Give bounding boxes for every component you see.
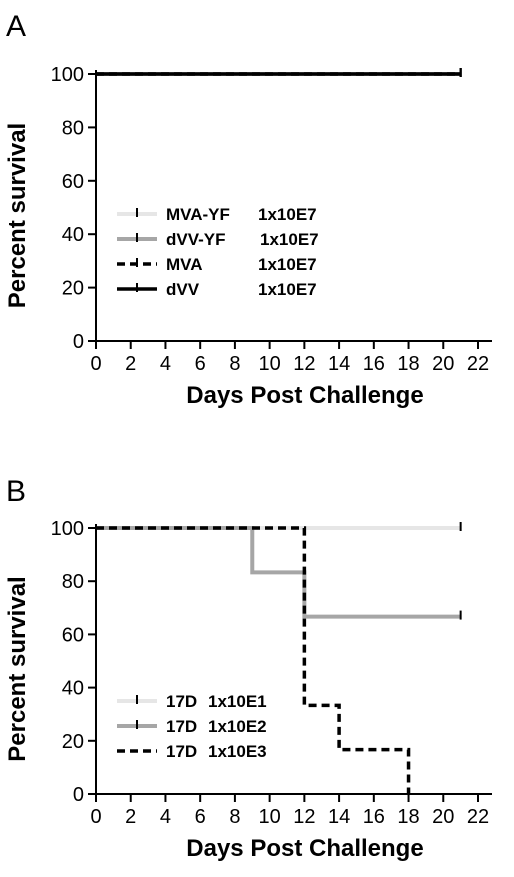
- legend-series-dose: 1x10E7: [258, 205, 317, 224]
- x-tick-label: 4: [160, 353, 171, 375]
- x-tick-label: 18: [397, 353, 419, 375]
- y-tick-label: 80: [62, 117, 84, 139]
- legend-series-name: MVA: [166, 255, 203, 274]
- panel-letter: B: [6, 475, 26, 508]
- x-tick-label: 20: [432, 806, 454, 828]
- legend-series-name: 17D: [166, 692, 197, 711]
- legend-series-dose: 1x10E2: [208, 717, 267, 736]
- x-tick-label: 8: [229, 353, 240, 375]
- x-tick-label: 12: [293, 806, 315, 828]
- x-tick-label: 22: [467, 353, 489, 375]
- y-tick-label: 100: [51, 518, 84, 540]
- x-tick-label: 4: [160, 806, 171, 828]
- x-tick-label: 18: [397, 806, 419, 828]
- legend-series-name: dVV-YF: [166, 230, 226, 249]
- x-tick-label: 6: [195, 353, 206, 375]
- series-line: [96, 526, 461, 619]
- legend-series-dose: 1x10E7: [258, 280, 317, 299]
- y-tick-label: 40: [62, 678, 84, 700]
- series-line: [96, 526, 411, 794]
- y-tick-label: 0: [73, 331, 84, 353]
- legend-series-name: 17D: [166, 742, 197, 761]
- x-tick-label: 0: [90, 353, 101, 375]
- legend-series-name: dVV: [166, 280, 200, 299]
- panel-a: A 0 20 40 60 80 100 0 2 4 6 8 10 12 14 16 18 20 22 Days Pos…: [4, 10, 492, 409]
- legend-series-name: MVA-YF: [166, 205, 230, 224]
- x-tick-label: 2: [125, 806, 136, 828]
- x-tick-label: 16: [363, 353, 385, 375]
- y-tick-label: 20: [62, 731, 84, 753]
- x-tick-label: 14: [328, 353, 350, 375]
- x-tick-label: 2: [125, 353, 136, 375]
- x-tick-label: 16: [363, 806, 385, 828]
- x-tick-label: 0: [90, 806, 101, 828]
- x-axis-title: Days Post Challenge: [186, 835, 423, 862]
- legend-series-dose: 1x10E7: [260, 230, 319, 249]
- y-tick-label: 0: [73, 784, 84, 806]
- legend-series-dose: 1x10E1: [208, 692, 267, 711]
- x-tick-label: 20: [432, 353, 454, 375]
- x-tick-label: 8: [229, 806, 240, 828]
- x-tick-label: 14: [328, 806, 350, 828]
- legend-series-name: 17D: [166, 717, 197, 736]
- y-tick-label: 80: [62, 571, 84, 593]
- y-tick-label: 60: [62, 171, 84, 193]
- x-axis-title: Days Post Challenge: [186, 382, 423, 409]
- x-tick-label: 6: [195, 806, 206, 828]
- legend-series-dose: 1x10E7: [258, 255, 317, 274]
- y-tick-label: 60: [62, 624, 84, 646]
- panel-b: B 0 20 40 60 80 100 0 2 4 6 8 10 12 14 16 18 20 22 Days Pos…: [4, 475, 492, 862]
- panel-letter: A: [6, 10, 26, 43]
- x-tick-label: 10: [259, 806, 281, 828]
- y-tick-label: 20: [62, 278, 84, 300]
- x-tick-label: 22: [467, 806, 489, 828]
- y-tick-label: 100: [51, 64, 84, 86]
- y-axis-title: Percent survival: [4, 123, 31, 308]
- x-tick-label: 12: [293, 353, 315, 375]
- legend-series-dose: 1x10E3: [208, 742, 267, 761]
- y-axis-title: Percent survival: [4, 576, 31, 761]
- y-tick-label: 40: [62, 224, 84, 246]
- x-tick-label: 10: [259, 353, 281, 375]
